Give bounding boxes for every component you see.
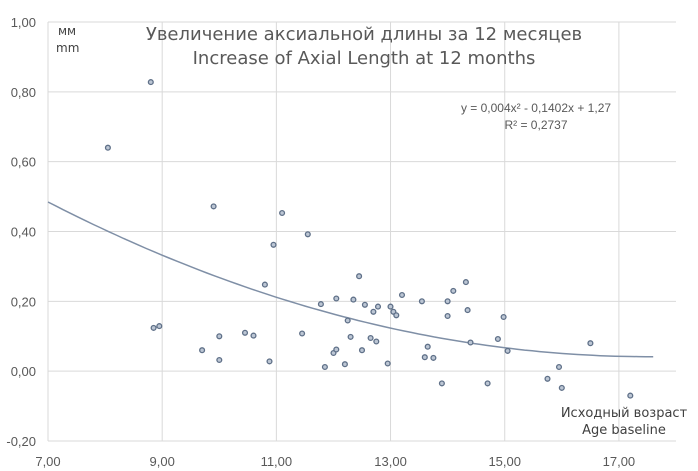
- data-point: [464, 307, 471, 314]
- data-point: [421, 354, 428, 361]
- data-point: [418, 298, 425, 305]
- data-point: [358, 347, 366, 354]
- y-tick-label: -0,20: [6, 434, 36, 449]
- y-tick-label: 1,00: [11, 15, 36, 30]
- x-axis-label-en: Age baseline: [582, 423, 666, 438]
- data-point: [450, 287, 457, 294]
- data-point: [627, 392, 634, 399]
- data-point: [393, 312, 400, 319]
- x-tick-label: 15,00: [488, 454, 521, 469]
- data-point: [384, 360, 391, 367]
- data-point: [321, 363, 328, 371]
- data-point: [444, 298, 451, 305]
- y-unit-label-en: mm: [56, 41, 79, 55]
- data-point: [216, 356, 223, 364]
- data-point: [299, 330, 306, 337]
- data-point: [150, 324, 157, 331]
- data-point: [333, 295, 340, 302]
- data-point: [555, 363, 563, 371]
- chart-title-line-1: Увеличение аксиальной длины за 12 месяце…: [146, 24, 582, 45]
- data-point: [104, 144, 111, 151]
- data-point: [156, 323, 163, 330]
- x-tick-label: 7,00: [35, 454, 60, 469]
- data-point: [444, 312, 451, 320]
- data-point: [467, 339, 474, 346]
- data-points: [104, 79, 634, 399]
- data-point: [270, 241, 277, 248]
- trendline: [47, 201, 654, 358]
- data-point: [344, 317, 351, 324]
- x-tick-label: 9,00: [150, 454, 175, 469]
- data-point: [356, 273, 363, 280]
- data-point: [438, 380, 445, 387]
- data-point: [341, 361, 348, 368]
- data-point: [347, 333, 354, 340]
- data-point: [374, 303, 382, 310]
- trendline-equation: y = 0,004x² - 0,1402x + 1,27: [461, 101, 611, 115]
- chart-title-line-2: Increase of Axial Length at 12 months: [193, 48, 536, 69]
- data-point: [430, 354, 437, 361]
- r-squared-label: R² = 0,2737: [504, 118, 567, 132]
- data-point: [199, 347, 206, 354]
- data-point: [558, 384, 565, 391]
- data-point: [494, 335, 501, 343]
- data-point: [484, 380, 491, 387]
- data-point: [367, 334, 374, 342]
- data-point: [266, 358, 273, 365]
- data-point: [333, 346, 340, 353]
- data-point: [317, 301, 324, 308]
- data-point: [361, 301, 368, 308]
- y-tick-label: 0,20: [11, 294, 36, 309]
- data-point: [424, 343, 431, 350]
- data-point: [500, 313, 507, 321]
- x-tick-label: 13,00: [374, 454, 407, 469]
- data-point: [350, 296, 357, 303]
- data-point: [250, 332, 257, 339]
- y-tick-label: 0,80: [11, 85, 36, 100]
- data-point: [544, 375, 551, 382]
- data-point: [370, 308, 377, 315]
- data-point: [462, 279, 469, 286]
- tick-labels: 7,00 9,00 11,00 13,00 15,00 17,00 -0,20 0,00 0,2…: [6, 15, 635, 469]
- data-point: [373, 338, 380, 345]
- data-point: [387, 303, 394, 310]
- y-tick-label: 0,00: [11, 364, 36, 379]
- y-tick-label: 0,60: [11, 155, 36, 170]
- data-point: [504, 347, 511, 354]
- data-point: [147, 79, 154, 86]
- data-point: [279, 209, 286, 217]
- data-point: [216, 333, 223, 340]
- x-tick-label: 11,00: [261, 454, 293, 469]
- x-tick-label: 17,00: [603, 454, 636, 469]
- y-tick-label: 0,40: [11, 225, 36, 240]
- data-point: [241, 329, 249, 336]
- data-point: [587, 340, 594, 347]
- x-axis-label-ru: Исходный возраст: [561, 406, 688, 421]
- data-point: [210, 203, 217, 210]
- grid-lines: [47, 21, 676, 442]
- y-unit-label-ru: мм: [58, 24, 76, 38]
- data-point: [261, 281, 268, 288]
- data-point: [304, 231, 311, 238]
- data-point: [398, 291, 406, 299]
